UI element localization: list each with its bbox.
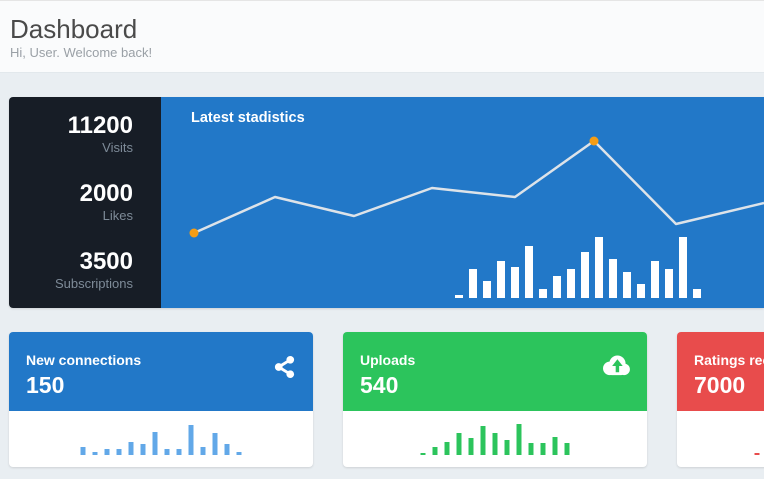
- chart-bar: [637, 284, 645, 298]
- card-sparkline-area: [677, 411, 764, 467]
- spark-bar: [504, 440, 510, 455]
- card-uploads: Uploads 540: [343, 332, 647, 467]
- chart-title: Latest stadistics: [191, 110, 305, 126]
- chart-bar: [469, 269, 477, 298]
- new-connections-sparkline: [80, 425, 242, 455]
- card-header: Ratings received 7000: [677, 332, 764, 411]
- spark-bar: [492, 433, 498, 455]
- chart-bar: [609, 259, 617, 298]
- spark-bar: [564, 443, 570, 455]
- card-value: 7000: [694, 372, 746, 398]
- spark-bar: [444, 442, 450, 455]
- spark-bar: [224, 444, 230, 455]
- chart-bar: [483, 281, 491, 298]
- page-title: Dashboard: [10, 14, 138, 44]
- spark-bar: [468, 438, 474, 455]
- spark-bar: [552, 437, 558, 455]
- card-title: New connections: [26, 352, 142, 368]
- card-sparkline-area: [9, 411, 313, 467]
- spark-bar: [420, 453, 426, 455]
- cloud-upload-icon: [600, 354, 631, 383]
- chart-bar: [567, 269, 575, 298]
- spark-bar: [164, 449, 170, 455]
- chart-bar: [595, 237, 603, 298]
- chart-bar: [539, 289, 547, 298]
- stat-cards-row: New connections 150 Uploads 540: [9, 332, 764, 467]
- spark-bar: [432, 447, 438, 455]
- card-new-connections: New connections 150: [9, 332, 313, 467]
- stat-value: 3500: [79, 248, 133, 275]
- statistics-chart-area: Latest stadistics: [161, 97, 764, 308]
- spark-bar: [104, 449, 110, 455]
- spark-bar: [140, 444, 146, 455]
- uploads-sparkline: [420, 424, 570, 455]
- chart-bar: [693, 289, 701, 298]
- ratings-received-sparkline: [754, 424, 764, 455]
- spark-bar: [200, 447, 206, 455]
- stat-value: 11200: [67, 112, 133, 139]
- spark-bar: [456, 433, 462, 455]
- spark-bar: [80, 447, 86, 455]
- spark-bar: [540, 443, 546, 455]
- spark-bar: [152, 432, 158, 455]
- stats-summary-column: 11200 Visits 2000 Likes 3500 Subscriptio…: [9, 97, 161, 308]
- chart-bar: [679, 237, 687, 298]
- share-icon: [272, 354, 297, 385]
- spark-bar: [212, 433, 218, 455]
- chart-bar: [553, 276, 561, 298]
- stat-visits: 11200 Visits: [68, 113, 133, 156]
- chart-bar: [581, 252, 589, 298]
- chart-bar: [665, 269, 673, 298]
- statistics-panel: 11200 Visits 2000 Likes 3500 Subscriptio…: [9, 97, 764, 308]
- stat-subscriptions: 3500 Subscriptions: [55, 249, 133, 292]
- card-value: 540: [360, 372, 399, 398]
- chart-bar: [623, 272, 631, 298]
- stat-value: 2000: [79, 180, 133, 207]
- chart-bar: [651, 261, 659, 298]
- chart-bar: [455, 295, 463, 298]
- chart-bar: [511, 267, 519, 298]
- chart-bar: [497, 261, 505, 298]
- spark-bar: [188, 425, 194, 455]
- spark-bar: [92, 452, 98, 455]
- spark-bar: [754, 453, 760, 455]
- spark-bar: [176, 449, 182, 455]
- spark-bar: [480, 426, 486, 455]
- card-title: Ratings received: [694, 352, 764, 368]
- spark-bar: [528, 443, 534, 455]
- stat-label: Subscriptions: [54, 276, 133, 291]
- card-sparkline-area: [343, 411, 647, 467]
- spark-bar: [236, 452, 242, 455]
- chart-bar: [525, 246, 533, 298]
- page-subtitle: Hi, User. Welcome back!: [10, 45, 153, 60]
- stat-label: Visits: [102, 140, 133, 155]
- card-value: 150: [26, 372, 65, 398]
- spark-bar: [516, 424, 522, 455]
- spark-bar: [128, 442, 134, 455]
- card-ratings-received: Ratings received 7000: [677, 332, 764, 467]
- stat-likes: 2000 Likes: [80, 181, 133, 224]
- statistics-bar-chart: [455, 237, 701, 298]
- spark-bar: [116, 449, 122, 455]
- stat-label: Likes: [102, 208, 133, 223]
- card-title: Uploads: [360, 352, 416, 368]
- page-header: Dashboard Hi, User. Welcome back!: [0, 0, 764, 73]
- statistics-line-chart: [189, 136, 764, 238]
- card-header: New connections 150: [9, 332, 313, 411]
- card-header: Uploads 540: [343, 332, 647, 411]
